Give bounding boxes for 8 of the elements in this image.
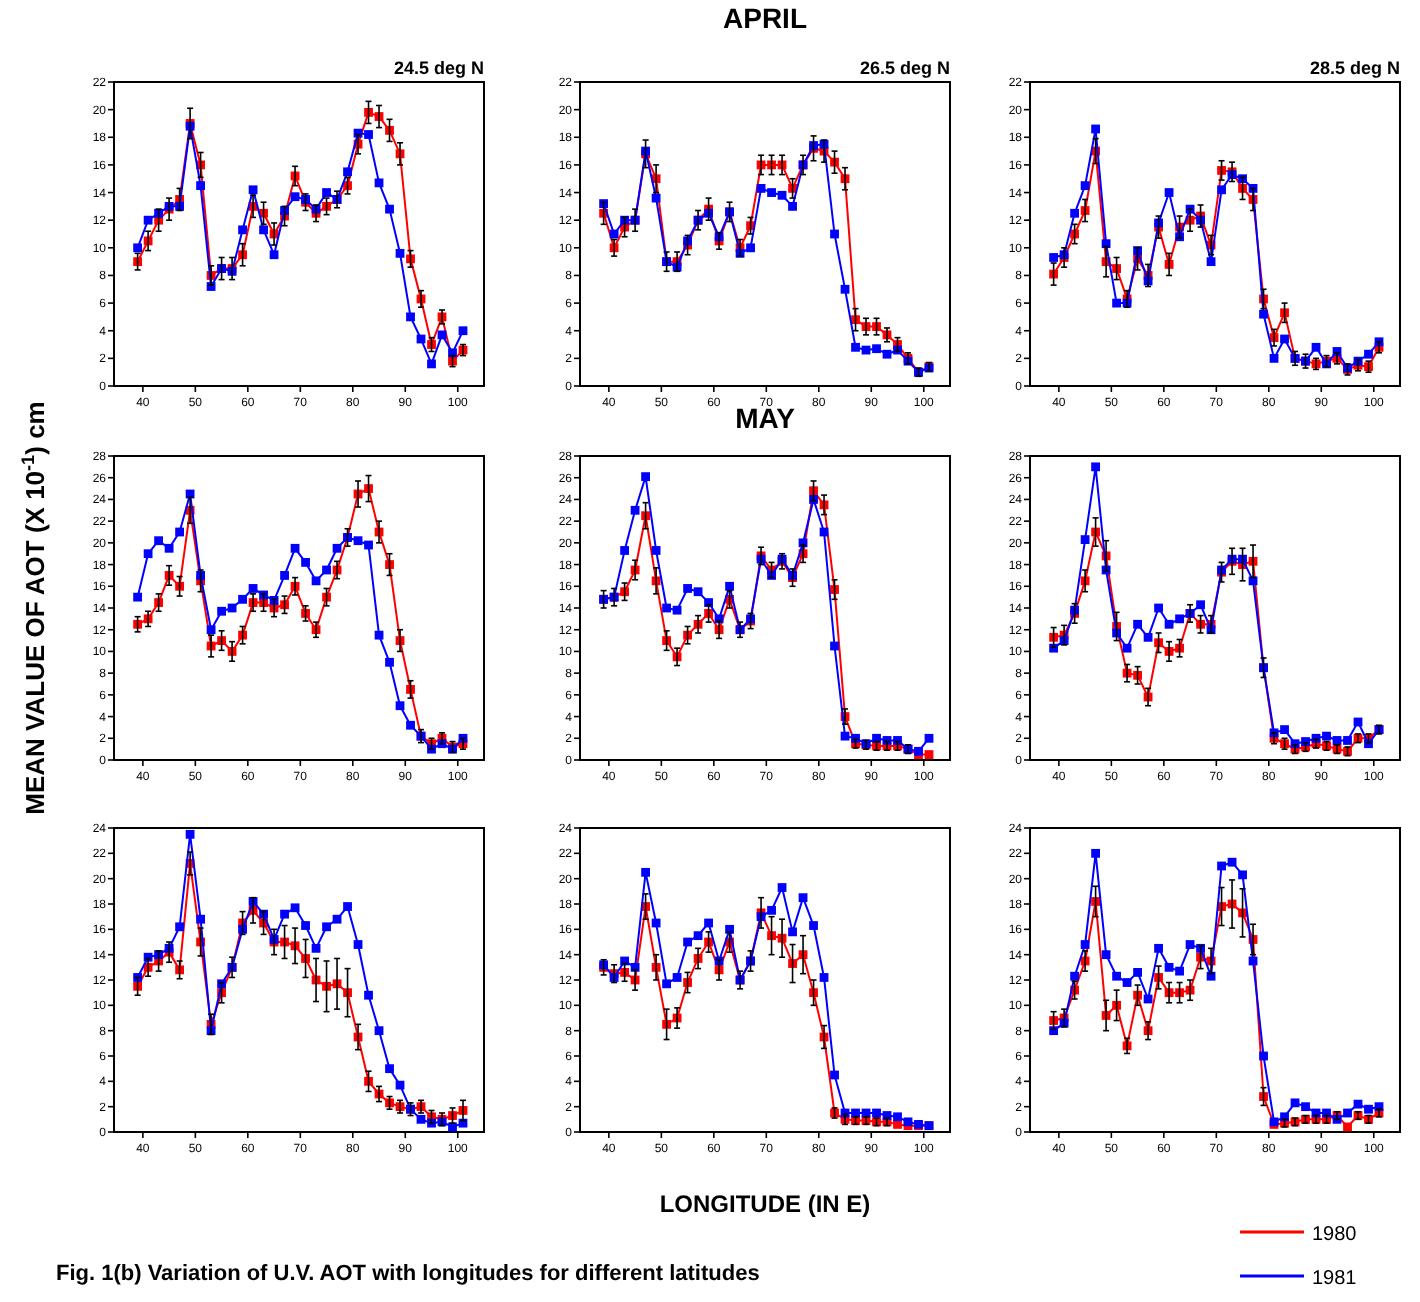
chart-subtitle: 28.5 deg N xyxy=(1309,58,1400,78)
chart-subtitle: 26.5 deg N xyxy=(859,58,950,78)
legend-label: 1980 xyxy=(1312,1224,1358,1246)
caption: Fig. 1(b) Variation of U.V. AOT with longitudes for different latitudes xyxy=(56,1262,760,1286)
x-axis-title: LONGITUDE (IN E) xyxy=(659,1190,871,1218)
chart-title: APRIL xyxy=(723,2,808,34)
chart-subtitle: 24.5 deg N xyxy=(393,58,484,78)
legend-label: 1981 xyxy=(1312,1268,1358,1290)
